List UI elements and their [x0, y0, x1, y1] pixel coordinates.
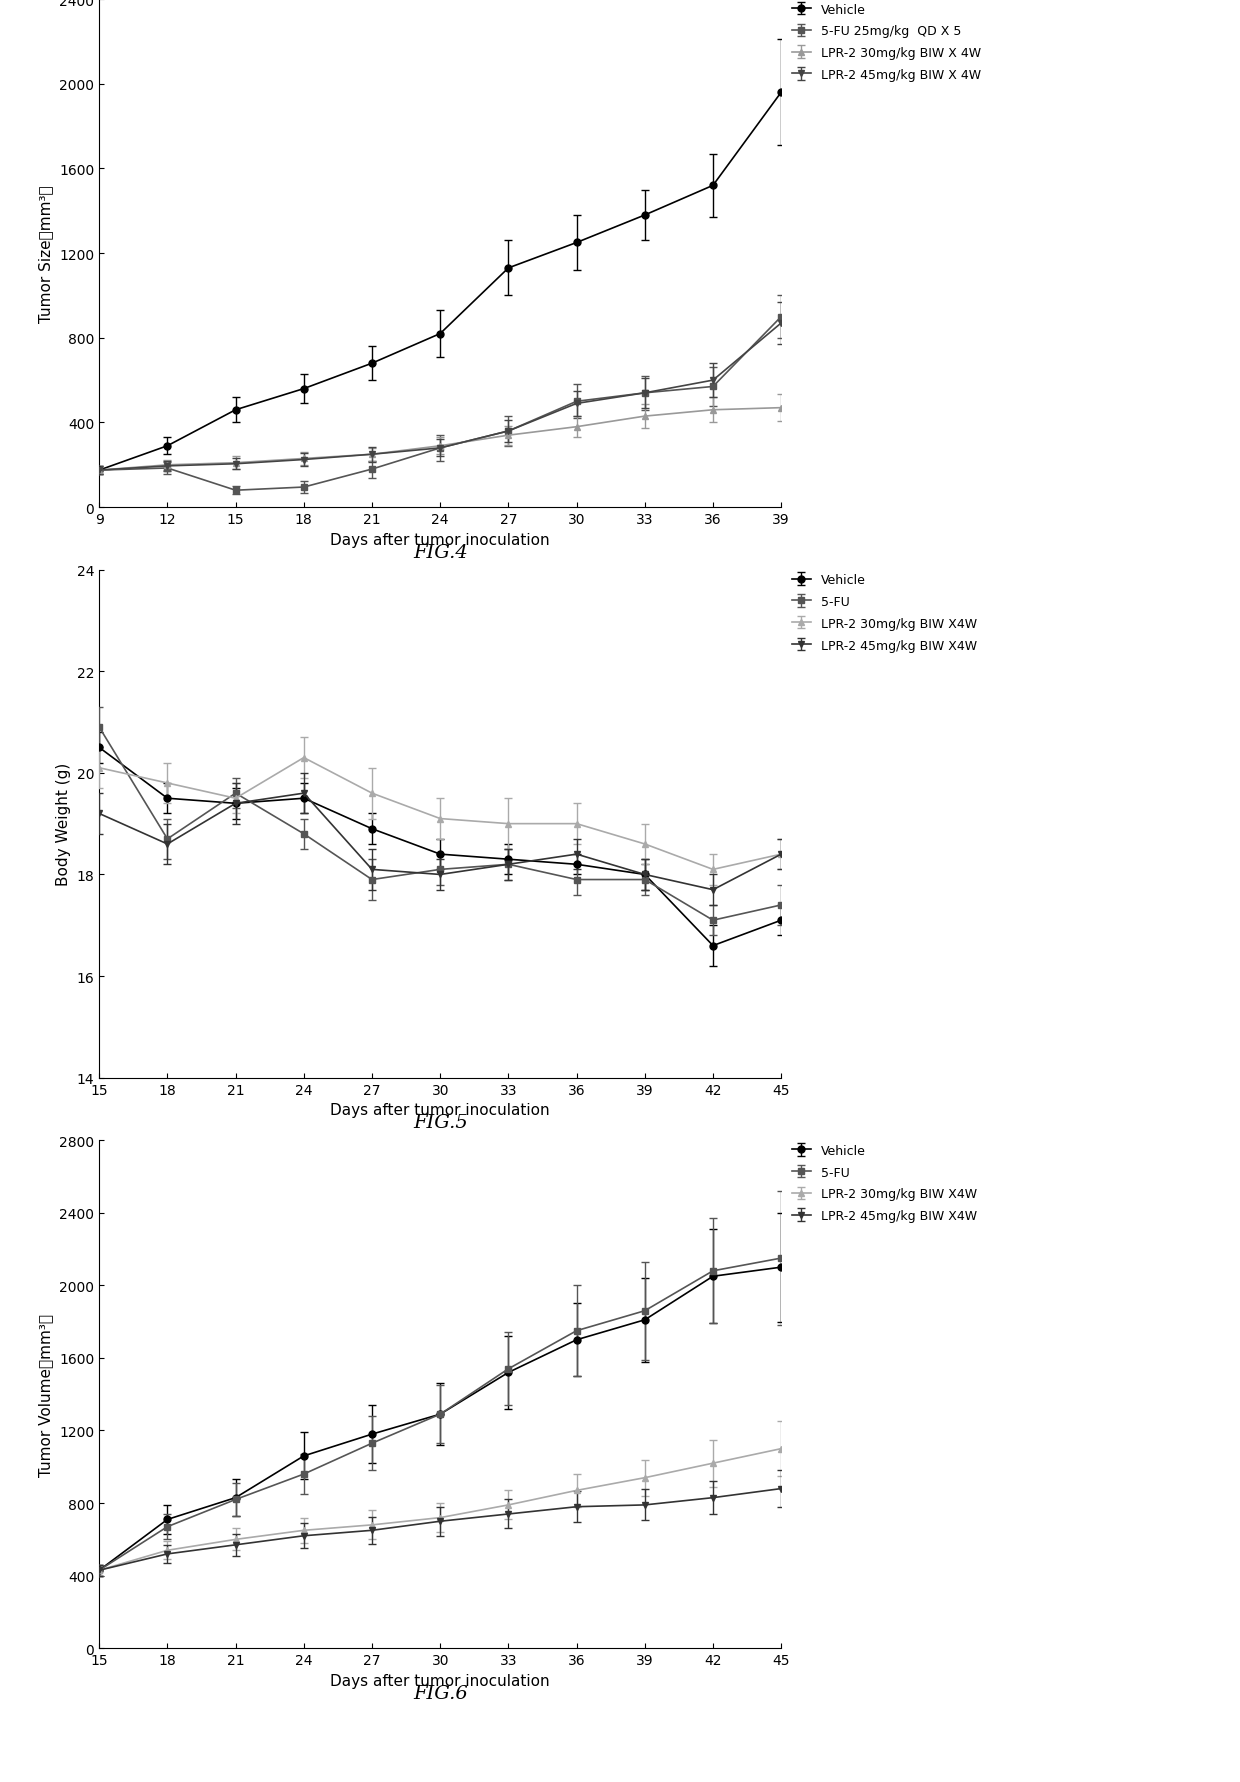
Legend: Vehicle, 5-FU 25mg/kg  QD X 5, LPR-2 30mg/kg BIW X 4W, LPR-2 45mg/kg BIW X 4W: Vehicle, 5-FU 25mg/kg QD X 5, LPR-2 30mg…: [789, 0, 985, 86]
Y-axis label: Body Weight (g): Body Weight (g): [56, 763, 71, 886]
Y-axis label: Tumor Volume（mm³）: Tumor Volume（mm³）: [38, 1313, 53, 1475]
X-axis label: Days after tumor inoculation: Days after tumor inoculation: [330, 1103, 551, 1117]
Text: FIG.6: FIG.6: [413, 1684, 467, 1702]
X-axis label: Days after tumor inoculation: Days after tumor inoculation: [330, 533, 551, 547]
X-axis label: Days after tumor inoculation: Days after tumor inoculation: [330, 1673, 551, 1688]
Legend: Vehicle, 5-FU, LPR-2 30mg/kg BIW X4W, LPR-2 45mg/kg BIW X4W: Vehicle, 5-FU, LPR-2 30mg/kg BIW X4W, LP…: [789, 1140, 981, 1226]
Y-axis label: Tumor Size（mm³）: Tumor Size（mm³）: [38, 185, 53, 323]
Text: FIG.4: FIG.4: [413, 544, 467, 561]
Legend: Vehicle, 5-FU, LPR-2 30mg/kg BIW X4W, LPR-2 45mg/kg BIW X4W: Vehicle, 5-FU, LPR-2 30mg/kg BIW X4W, LP…: [789, 570, 981, 656]
Text: FIG.5: FIG.5: [413, 1114, 467, 1132]
